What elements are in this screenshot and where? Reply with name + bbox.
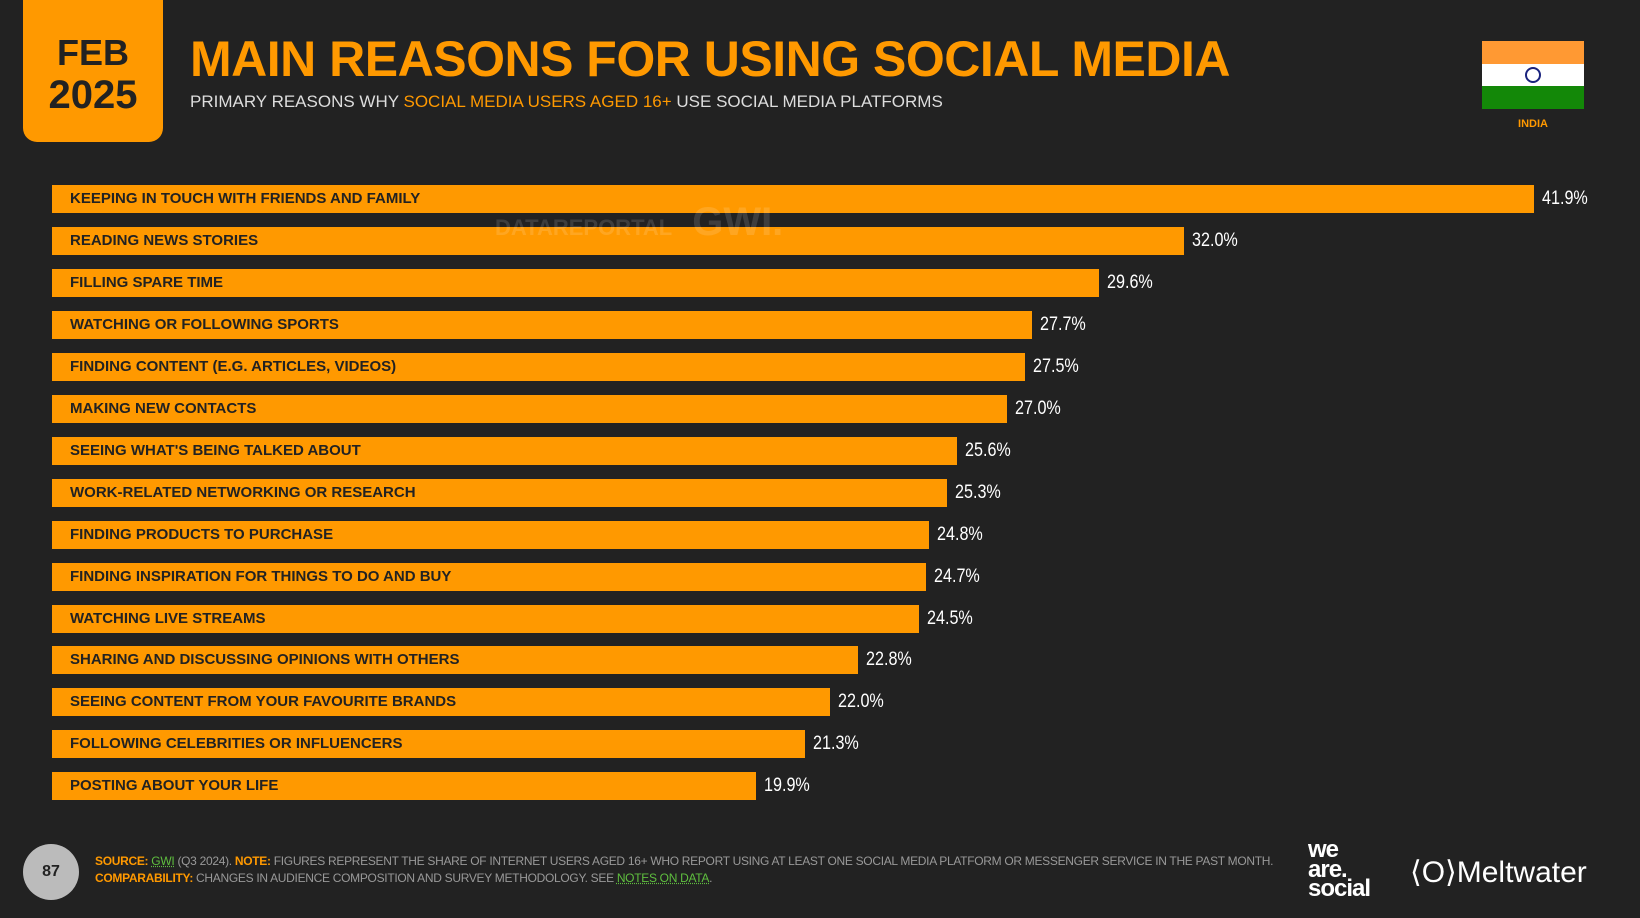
bar-category-label: READING NEWS STORIES — [70, 231, 259, 249]
bar-category-label: MAKING NEW CONTACTS — [70, 399, 257, 417]
bar — [52, 520, 930, 549]
page-number: 87 — [23, 844, 79, 900]
bar-category-label: WATCHING LIVE STREAMS — [70, 609, 266, 627]
date-year: 2025 — [48, 73, 138, 117]
bar — [52, 562, 926, 591]
subtitle-highlight: SOCIAL MEDIA USERS AGED 16+ — [403, 92, 672, 111]
india-flag-icon — [1482, 41, 1584, 109]
bar — [52, 226, 1184, 255]
bar — [52, 394, 1007, 423]
bar — [52, 268, 1099, 297]
meltwater-logo: ⟨O⟩Meltwater — [1410, 856, 1587, 889]
footer-source: SOURCE: GWI (Q3 2024). NOTE: FIGURES REP… — [95, 854, 1273, 868]
bar-category-label: SEEING CONTENT FROM YOUR FAVOURITE BRAND… — [70, 693, 457, 711]
meltwater-text: Meltwater — [1456, 856, 1587, 889]
country-label: INDIA — [1518, 118, 1548, 130]
page-subtitle: PRIMARY REASONS WHY SOCIAL MEDIA USERS A… — [190, 92, 943, 112]
note-text: FIGURES REPRESENT THE SHARE OF INTERNET … — [270, 854, 1274, 868]
bar-value-label: 32.0% — [1191, 229, 1238, 251]
bar-category-label: FINDING INSPIRATION FOR THINGS TO DO AND… — [70, 567, 452, 585]
bar-category-label: POSTING ABOUT YOUR LIFE — [70, 777, 279, 795]
watermark-datareportal: DATAREPORTAL — [495, 215, 673, 240]
bar-category-label: FINDING CONTENT (E.G. ARTICLES, VIDEOS) — [70, 357, 397, 375]
source-detail: (Q3 2024). — [174, 854, 235, 868]
bar-value-label: 27.7% — [1039, 313, 1086, 335]
bar — [52, 646, 859, 675]
bar-value-label: 24.5% — [926, 607, 973, 629]
bar-category-label: KEEPING IN TOUCH WITH FRIENDS AND FAMILY — [70, 190, 421, 207]
bar — [52, 772, 756, 801]
bar-value-label: 25.3% — [954, 481, 1001, 503]
bar — [52, 352, 1025, 381]
source-link[interactable]: GWI — [151, 854, 175, 868]
bar-category-label: WORK-RELATED NETWORKING OR RESEARCH — [70, 483, 416, 501]
bar-value-label: 27.5% — [1032, 355, 1079, 377]
comparability-text: CHANGES IN AUDIENCE COMPOSITION AND SURV… — [193, 871, 617, 885]
bar-category-label: FILLING SPARE TIME — [70, 273, 224, 291]
bar-value-label: 27.0% — [1014, 397, 1061, 419]
notes-on-data-link[interactable]: NOTES ON DATA — [616, 871, 710, 885]
bar — [52, 730, 806, 759]
note-label: NOTE: — [234, 854, 271, 868]
bar-value-label: 24.8% — [937, 523, 983, 545]
bar — [52, 310, 1032, 339]
source-label: SOURCE: — [95, 854, 149, 868]
footer-end: . — [709, 871, 713, 885]
bar-value-label: 24.7% — [933, 565, 980, 587]
bar — [52, 478, 947, 507]
bar-value-label: 41.9% — [1542, 188, 1588, 209]
comparability-label: COMPARABILITY: — [95, 871, 194, 885]
date-month: FEB — [57, 32, 129, 73]
bar-value-label: 22.8% — [866, 649, 913, 671]
subtitle-post: USE SOCIAL MEDIA PLATFORMS — [671, 92, 943, 111]
bar-value-label: 22.0% — [838, 691, 884, 713]
bar — [52, 688, 831, 717]
page-title: MAIN REASONS FOR USING SOCIAL MEDIA — [190, 31, 1230, 87]
bar-value-label: 19.9% — [763, 775, 810, 797]
bar-value-label: 21.3% — [813, 733, 860, 755]
we-are-social-logo: we are. social — [1308, 836, 1371, 903]
bar-category-label: FINDING PRODUCTS TO PURCHASE — [70, 525, 334, 543]
date-badge: FEB 2025 — [23, 0, 163, 142]
bar-category-label: SEEING WHAT'S BEING TALKED ABOUT — [70, 441, 361, 459]
subtitle-pre: PRIMARY REASONS WHY — [190, 92, 404, 111]
bar-category-label: FOLLOWING CELEBRITIES OR INFLUENCERS — [70, 735, 403, 753]
bar — [52, 436, 958, 465]
footer-comparability: COMPARABILITY: CHANGES IN AUDIENCE COMPO… — [95, 871, 713, 885]
bar-value-label: 25.6% — [965, 439, 1012, 461]
watermark: DATAREPORTAL GWI. — [495, 200, 783, 245]
bar — [52, 185, 1534, 213]
watermark-gwi: GWI. — [692, 200, 784, 244]
bar-value-label: 29.6% — [1106, 271, 1153, 293]
bar — [52, 604, 919, 633]
bar-category-label: SHARING AND DISCUSSING OPINIONS WITH OTH… — [70, 651, 460, 669]
bar-category-label: WATCHING OR FOLLOWING SPORTS — [70, 315, 339, 333]
